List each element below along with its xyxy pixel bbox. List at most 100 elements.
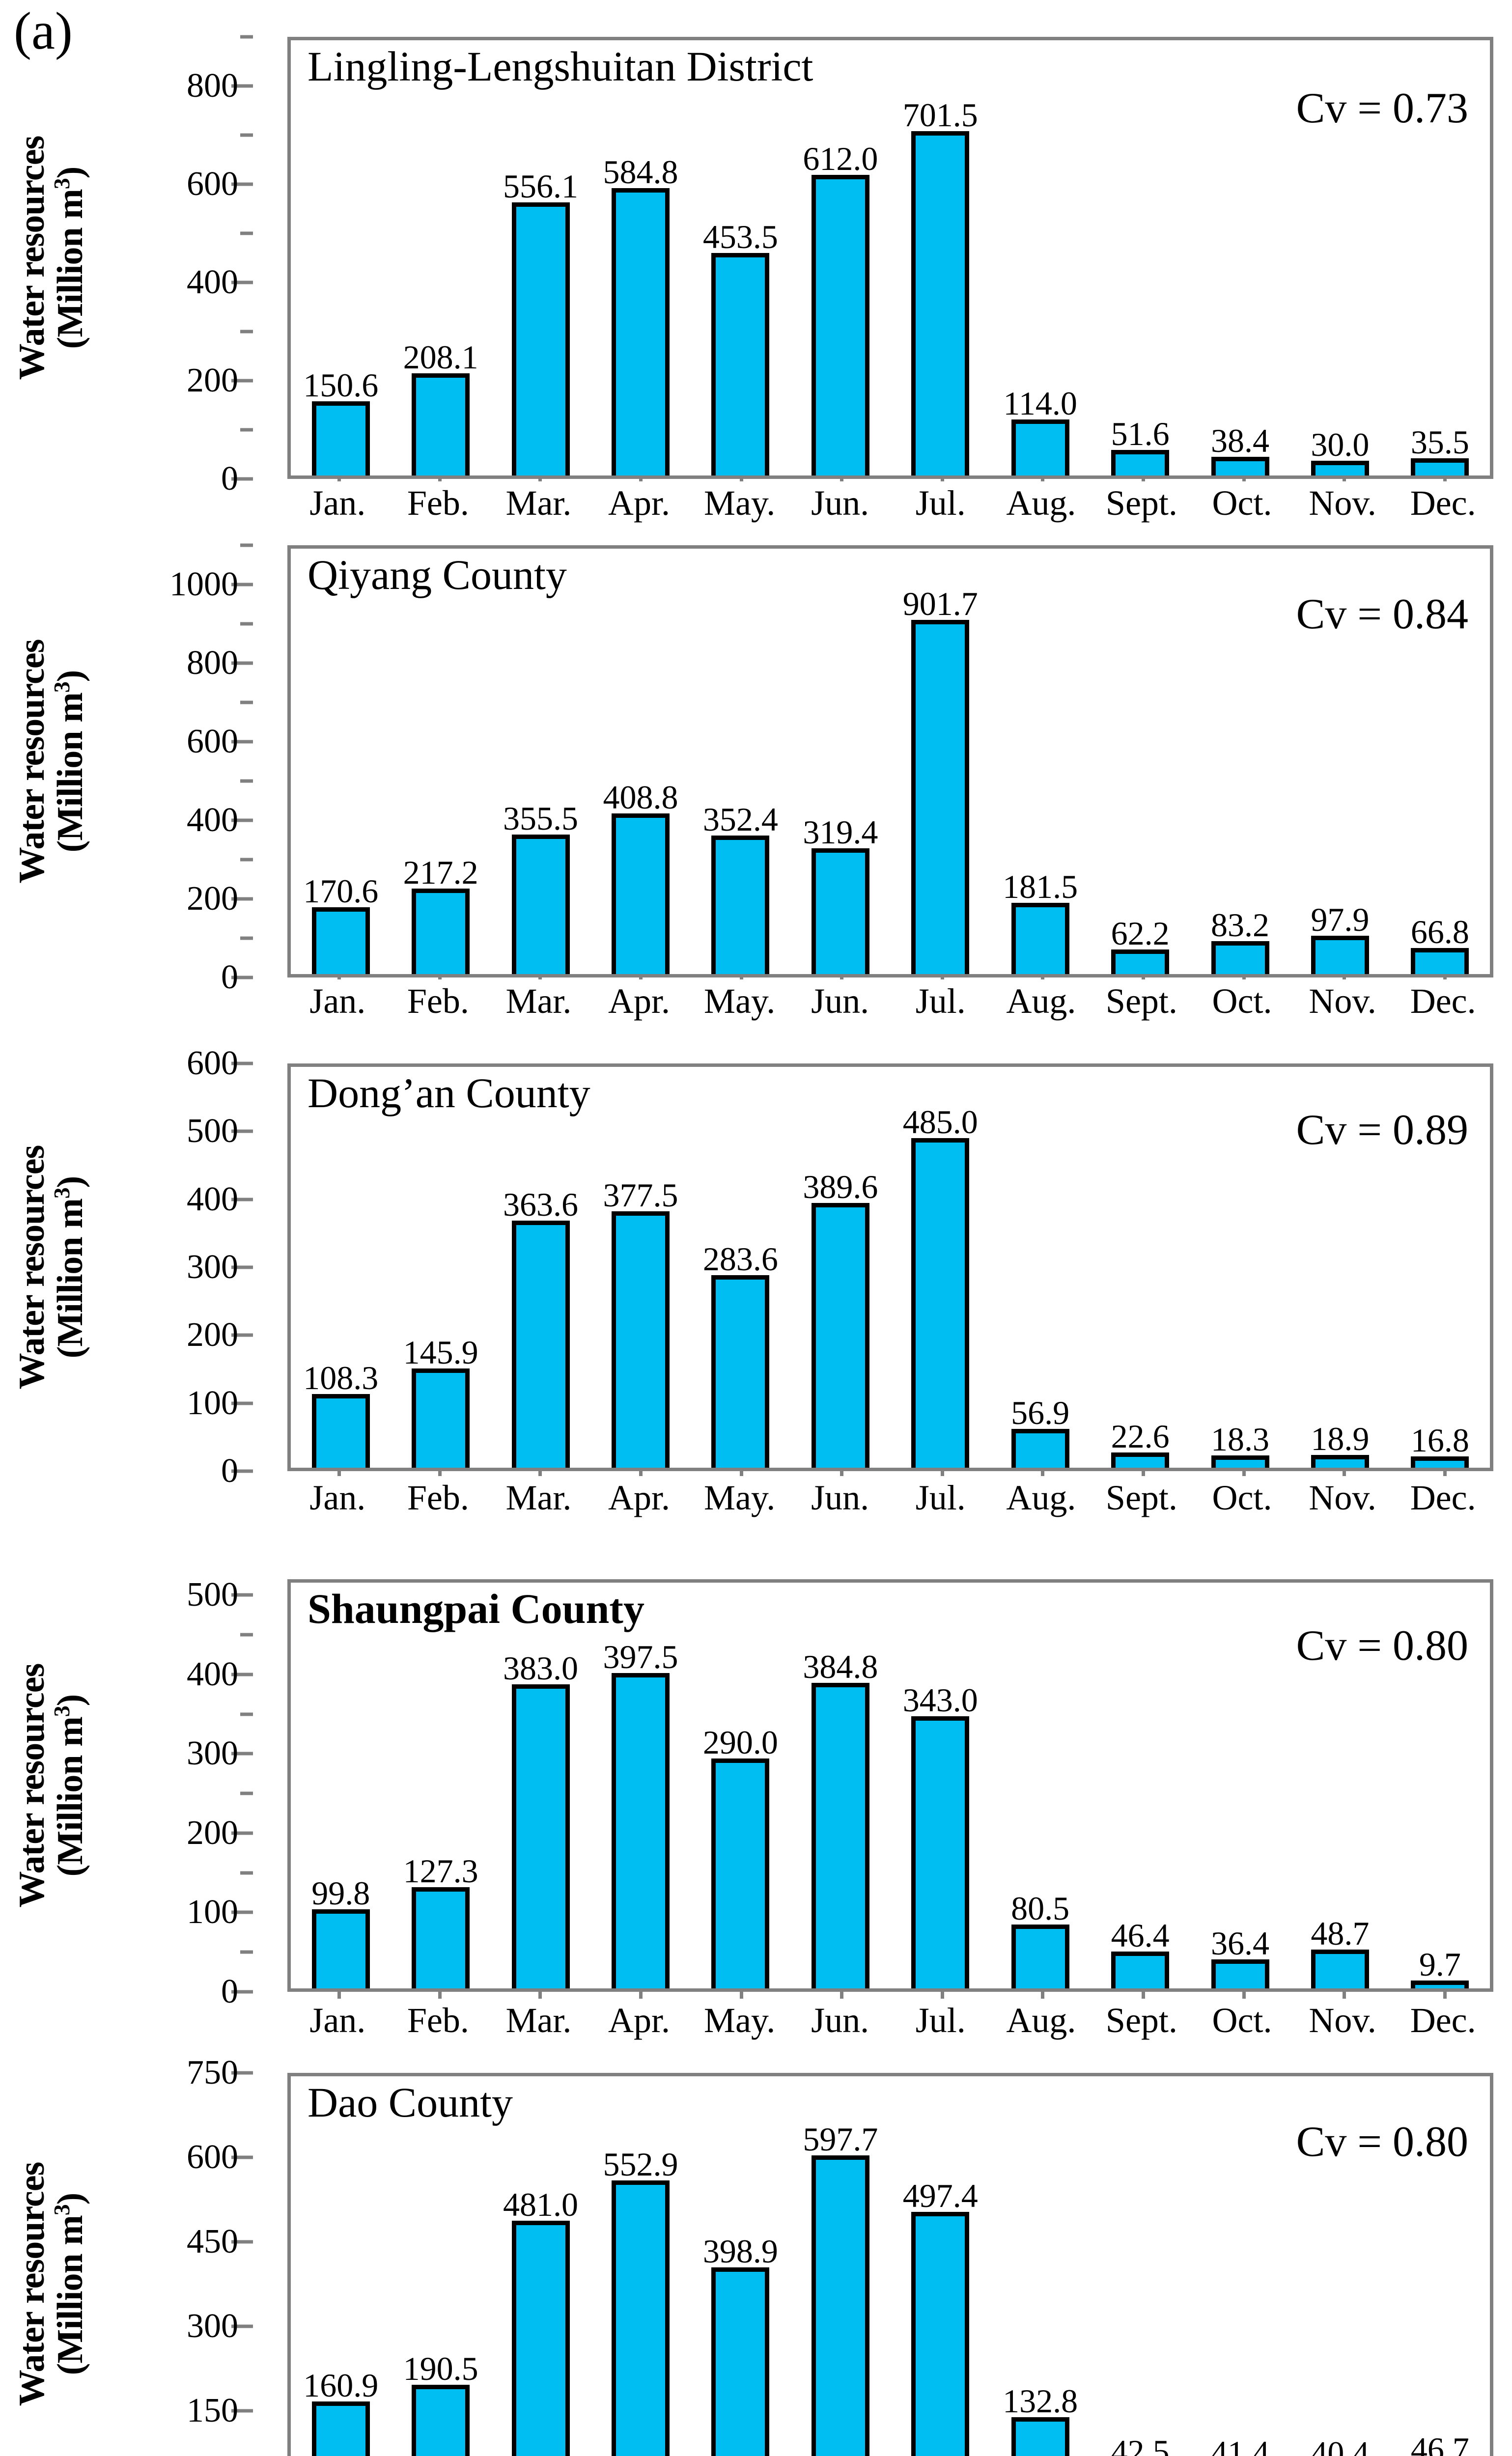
bar[interactable]: 584.8 bbox=[603, 155, 678, 475]
y-tick-minor bbox=[240, 1633, 253, 1637]
y-tick-minor bbox=[240, 35, 253, 39]
y-tick-label: 450 bbox=[187, 2223, 238, 2261]
bar[interactable]: 9.7 bbox=[1411, 1948, 1469, 1988]
x-tick bbox=[1242, 977, 1246, 979]
bar-value-label: 283.6 bbox=[702, 1240, 778, 1278]
y-tick-minor bbox=[240, 1871, 253, 1875]
bar[interactable]: 597.7 bbox=[803, 2122, 878, 2456]
bar[interactable]: 901.7 bbox=[903, 587, 978, 974]
bar[interactable]: 383.0 bbox=[503, 1651, 578, 1988]
y-tick-major bbox=[231, 1990, 253, 1994]
bar[interactable]: 701.5 bbox=[903, 98, 978, 475]
bar[interactable]: 355.5 bbox=[503, 802, 578, 974]
bar[interactable]: 132.8 bbox=[1003, 2384, 1078, 2456]
bar-value-label: 398.9 bbox=[702, 2232, 778, 2270]
cv-annotation: Cv = 0.80 bbox=[1296, 1622, 1468, 1670]
bar[interactable]: 62.2 bbox=[1111, 917, 1170, 974]
y-tick-major bbox=[231, 477, 253, 481]
bar[interactable]: 453.5 bbox=[703, 220, 778, 475]
x-tick bbox=[1443, 1471, 1447, 1476]
x-tick bbox=[639, 1471, 643, 1476]
bar[interactable]: 16.8 bbox=[1411, 1423, 1469, 1468]
bar[interactable]: 352.4 bbox=[703, 803, 778, 974]
panel-title: Lingling-Lengshuitan District bbox=[308, 43, 813, 90]
bar[interactable]: 108.3 bbox=[303, 1361, 378, 1468]
bar[interactable]: 208.1 bbox=[403, 340, 478, 475]
bar[interactable]: 38.4 bbox=[1211, 424, 1269, 475]
bar[interactable]: 363.6 bbox=[503, 1188, 578, 1468]
bar[interactable]: 22.6 bbox=[1111, 1420, 1170, 1468]
panel-title: Qiyang County bbox=[308, 551, 567, 598]
bar[interactable]: 66.8 bbox=[1411, 915, 1469, 974]
bar-value-label: 352.4 bbox=[702, 801, 778, 838]
x-tick-label: Mar. bbox=[505, 1478, 572, 1517]
bar[interactable]: 485.0 bbox=[903, 1105, 978, 1468]
bar[interactable]: 114.0 bbox=[1003, 387, 1077, 475]
bar[interactable]: 46.4 bbox=[1111, 1919, 1170, 1988]
bar[interactable]: 18.3 bbox=[1211, 1423, 1269, 1468]
y-tick-label: 600 bbox=[187, 2138, 238, 2176]
bar-value-label: 56.9 bbox=[1011, 1394, 1070, 1432]
x-tick bbox=[438, 1471, 442, 1476]
bar[interactable]: 97.9 bbox=[1311, 903, 1369, 974]
bar[interactable]: 48.7 bbox=[1311, 1917, 1369, 1988]
bar[interactable]: 30.0 bbox=[1311, 428, 1369, 475]
bar[interactable]: 36.4 bbox=[1211, 1926, 1269, 1988]
x-tick-label: Aug. bbox=[1006, 2001, 1076, 2040]
plot-area: 108.3 145.9 363.6 377.5 283.6 389.6 485.0 56.9 2… bbox=[287, 1063, 1493, 1471]
x-tick-label: Jun. bbox=[811, 981, 869, 1021]
bar-value-label: 35.5 bbox=[1410, 423, 1469, 461]
bar[interactable]: 170.6 bbox=[303, 874, 378, 974]
bar[interactable]: 612.0 bbox=[803, 142, 878, 475]
bar[interactable]: 343.0 bbox=[903, 1683, 978, 1988]
y-axis-ticks: 0 100 200 300 400 500 bbox=[106, 1578, 253, 2009]
bar[interactable]: 18.9 bbox=[1311, 1422, 1369, 1468]
bar[interactable]: 83.2 bbox=[1211, 908, 1269, 974]
y-tick-label: 600 bbox=[187, 165, 238, 203]
bar[interactable]: 389.6 bbox=[803, 1170, 878, 1468]
bar[interactable]: 290.0 bbox=[703, 1726, 778, 1988]
x-tick-label: Mar. bbox=[505, 981, 572, 1021]
bar[interactable]: 145.9 bbox=[403, 1336, 478, 1468]
bar[interactable]: 56.9 bbox=[1011, 1396, 1069, 1468]
x-tick-label: Jul. bbox=[915, 2001, 966, 2040]
bar[interactable]: 160.9 bbox=[303, 2369, 378, 2456]
bar-slot: 97.9 bbox=[1290, 549, 1390, 974]
bar[interactable]: 398.9 bbox=[703, 2234, 778, 2456]
bar[interactable]: 51.6 bbox=[1111, 417, 1170, 475]
bar[interactable]: 283.6 bbox=[703, 1242, 778, 1468]
bar[interactable]: 408.8 bbox=[603, 781, 678, 974]
bar-value-label: 132.8 bbox=[1003, 2382, 1078, 2420]
x-tick-label: Dec. bbox=[1410, 483, 1476, 523]
bar-value-label: 150.6 bbox=[303, 366, 379, 404]
bar[interactable]: 150.6 bbox=[303, 368, 378, 475]
y-tick-minor bbox=[240, 428, 253, 432]
x-tick-label: Nov. bbox=[1309, 981, 1376, 1021]
bar-value-label: 584.8 bbox=[603, 153, 678, 191]
bar[interactable]: 217.2 bbox=[403, 856, 478, 974]
y-tick-major bbox=[231, 1333, 253, 1337]
bar[interactable]: 377.5 bbox=[603, 1178, 678, 1468]
bar[interactable]: 481.0 bbox=[503, 2188, 578, 2456]
bar[interactable]: 190.5 bbox=[403, 2352, 478, 2456]
bar[interactable]: 127.3 bbox=[403, 1854, 478, 1988]
bar-value-label: 48.7 bbox=[1311, 1915, 1370, 1953]
bar[interactable]: 397.5 bbox=[603, 1640, 678, 1988]
bar[interactable]: 99.8 bbox=[311, 1876, 370, 1988]
x-tick bbox=[538, 1992, 542, 1999]
y-axis-ticks: 0150300450600750 bbox=[106, 2056, 253, 2456]
panel-title: Shaungpai County bbox=[308, 1585, 644, 1632]
bar[interactable]: 552.9 bbox=[603, 2148, 678, 2456]
bar[interactable]: 384.8 bbox=[803, 1650, 878, 1988]
bar-slot: 51.6 bbox=[1090, 40, 1190, 475]
plot-area: 160.9 190.5 481.0 552.9 398.9 597.7 497.4 132.8… bbox=[287, 2073, 1493, 2456]
bar-slot: 160.9 bbox=[291, 2076, 391, 2456]
bar[interactable]: 497.4 bbox=[903, 2179, 978, 2456]
bar[interactable]: 556.1 bbox=[503, 169, 578, 475]
bar[interactable]: 319.4 bbox=[803, 815, 878, 974]
bar[interactable]: 181.5 bbox=[1003, 870, 1078, 974]
bar-value-label: 46.4 bbox=[1111, 1917, 1170, 1954]
bar-value-label: 481.0 bbox=[503, 2186, 579, 2224]
bar[interactable]: 80.5 bbox=[1011, 1892, 1069, 1988]
bar[interactable]: 35.5 bbox=[1411, 425, 1469, 475]
